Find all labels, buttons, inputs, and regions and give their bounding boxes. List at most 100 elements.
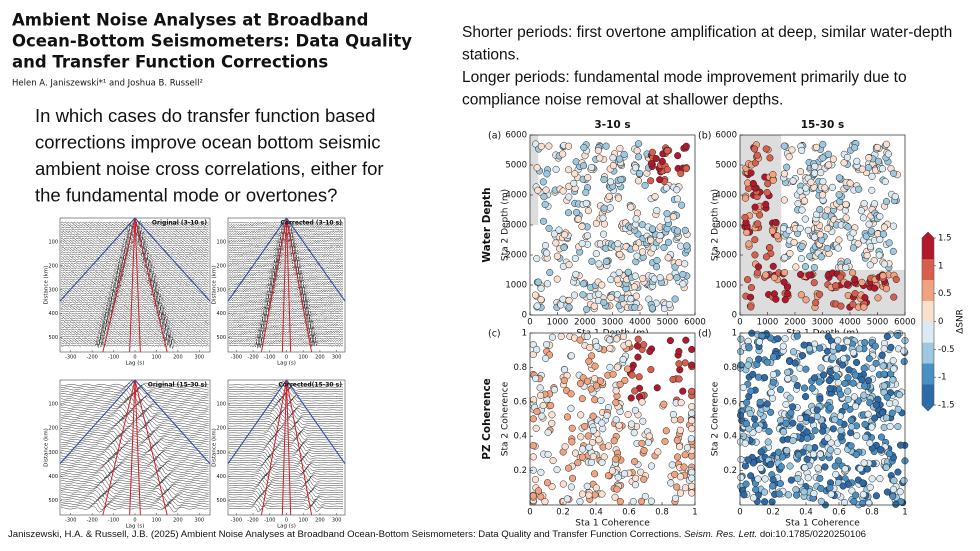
trace (228, 428, 344, 436)
trace (60, 275, 209, 283)
scatter-point (851, 290, 859, 298)
trace (60, 339, 209, 347)
scatter-point (639, 248, 647, 256)
scatter-point (878, 351, 886, 359)
trace (228, 432, 344, 441)
scatter-point (773, 232, 781, 240)
scatter-point (675, 360, 683, 368)
trace (60, 304, 209, 311)
trace (60, 407, 209, 417)
scatter-point (816, 205, 824, 214)
trace (229, 447, 343, 456)
scatter-point (747, 303, 755, 311)
scatter-point (841, 379, 849, 388)
scatter-point (630, 283, 639, 291)
scatter-point (848, 423, 856, 431)
x-tick-label: 3000 (812, 318, 834, 328)
scatter-point (740, 491, 748, 499)
scatter-point (669, 410, 677, 418)
scatter-point (578, 395, 586, 403)
trace (60, 467, 209, 478)
trace (60, 400, 209, 409)
scatter-point (611, 493, 619, 501)
x-tick-label: 200 (173, 518, 183, 524)
scatter-point (746, 409, 754, 418)
scatter-point (683, 242, 691, 250)
scatter-point (598, 490, 606, 498)
scatter-point (675, 375, 683, 383)
scatter-point (816, 450, 824, 458)
scatter-point (597, 377, 605, 385)
scatter-point (681, 226, 689, 234)
scatter-point (572, 208, 581, 216)
scatter-point (583, 305, 591, 313)
scatter-point (871, 342, 879, 350)
scatter-point (737, 348, 745, 356)
scatter-point (683, 444, 691, 452)
scatter-point (587, 163, 596, 171)
trace (228, 340, 344, 347)
scatter-point (791, 359, 799, 367)
scatter-point (777, 463, 785, 471)
citation-part: Janiszewski, H.A. & Russell, J.B. (2025)… (8, 529, 684, 540)
scatter-point (892, 275, 900, 284)
scatter-point (646, 347, 654, 356)
scatter-point (784, 368, 792, 376)
scatter-point (591, 491, 599, 499)
scatter-point (758, 331, 766, 339)
scatter-point (606, 344, 614, 352)
trace (228, 335, 344, 343)
colorbar-swatch (922, 363, 934, 385)
moveout-line (260, 217, 287, 353)
scatter-point (765, 427, 773, 435)
scatter-point (529, 492, 537, 500)
trace (228, 310, 344, 317)
scatter-point (648, 225, 657, 233)
y-tick-label: 200 (48, 263, 58, 269)
scatter-point (843, 153, 851, 161)
trace (60, 342, 209, 349)
trace (228, 303, 344, 307)
scatter-point (538, 412, 546, 420)
trace (229, 412, 343, 420)
scatter-point (580, 280, 588, 288)
scatter-point (624, 268, 632, 276)
scatter-point (572, 158, 580, 166)
scatter-point (568, 438, 576, 446)
trace (228, 454, 343, 461)
colorbar-swatch (922, 384, 934, 406)
scatter-point (589, 412, 597, 420)
scatter-point (614, 194, 623, 202)
x-tick-label: 4000 (629, 318, 651, 328)
scatter-point (650, 275, 658, 283)
scatter-point (834, 457, 843, 465)
trace (229, 476, 344, 485)
trace (60, 305, 209, 313)
scatter-point (809, 450, 817, 458)
trace (229, 490, 344, 498)
scatter-point (886, 422, 894, 431)
scatter-point (865, 154, 873, 162)
scatter-point (792, 263, 800, 271)
trace (60, 323, 209, 331)
trace (60, 486, 209, 495)
scatter-point (578, 490, 587, 498)
scatter-point (634, 353, 642, 361)
scatter-point (614, 473, 622, 481)
scatter-point (811, 169, 819, 177)
scatter-point (817, 364, 825, 372)
scatter-point (890, 365, 898, 373)
scatter-point (871, 200, 879, 208)
scatter-point (886, 399, 894, 408)
scatter-point (615, 269, 623, 277)
y-tick-label: 100 (48, 239, 58, 245)
scatter-point (658, 157, 666, 165)
scatter-point (844, 374, 852, 382)
scatter-point (576, 336, 584, 344)
scatter-point (841, 465, 849, 473)
scatter-point (772, 219, 780, 227)
scatter-point (804, 474, 812, 482)
scatter-point (664, 238, 672, 246)
scatter-point (842, 200, 850, 208)
scatter-point (897, 441, 905, 449)
